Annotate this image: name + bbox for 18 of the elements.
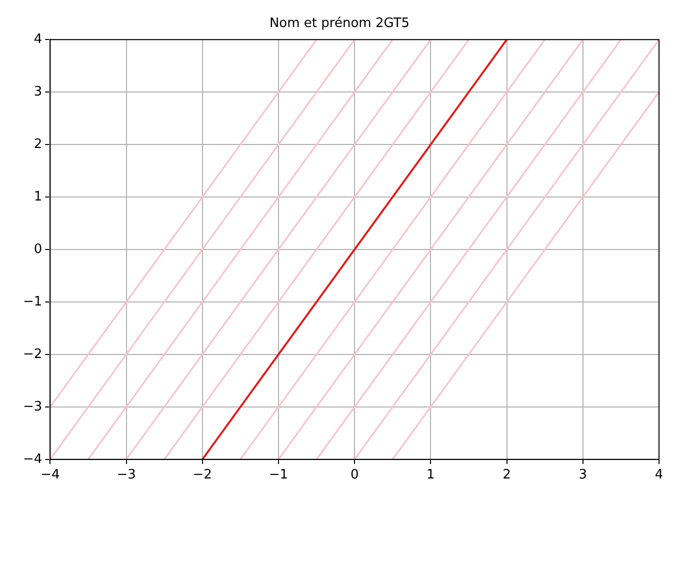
x-tick-label: 3 [578, 468, 588, 483]
x-tick-label: 4 [654, 468, 664, 483]
x-tick-label: 0 [350, 468, 359, 483]
x-tick-label: −2 [192, 468, 212, 483]
y-tick-label: −4 [22, 452, 42, 467]
y-tick-label: −2 [22, 346, 42, 362]
y-tick-label: 0 [34, 242, 42, 257]
y-tick-label: 2 [34, 136, 42, 152]
y-tick-label: −3 [22, 399, 42, 414]
y-tick-label: 3 [34, 84, 42, 100]
x-tick-label: 1 [426, 468, 435, 483]
y-tick-label: 1 [34, 189, 42, 204]
y-tick-label: 4 [34, 32, 42, 47]
x-tick-label: −1 [268, 468, 288, 483]
chart-title: Nom et prénom 2GT5 [269, 16, 410, 32]
x-tick-label: 2 [502, 468, 511, 483]
y-tick-label: −1 [22, 294, 42, 310]
x-tick-label: −3 [116, 468, 136, 483]
